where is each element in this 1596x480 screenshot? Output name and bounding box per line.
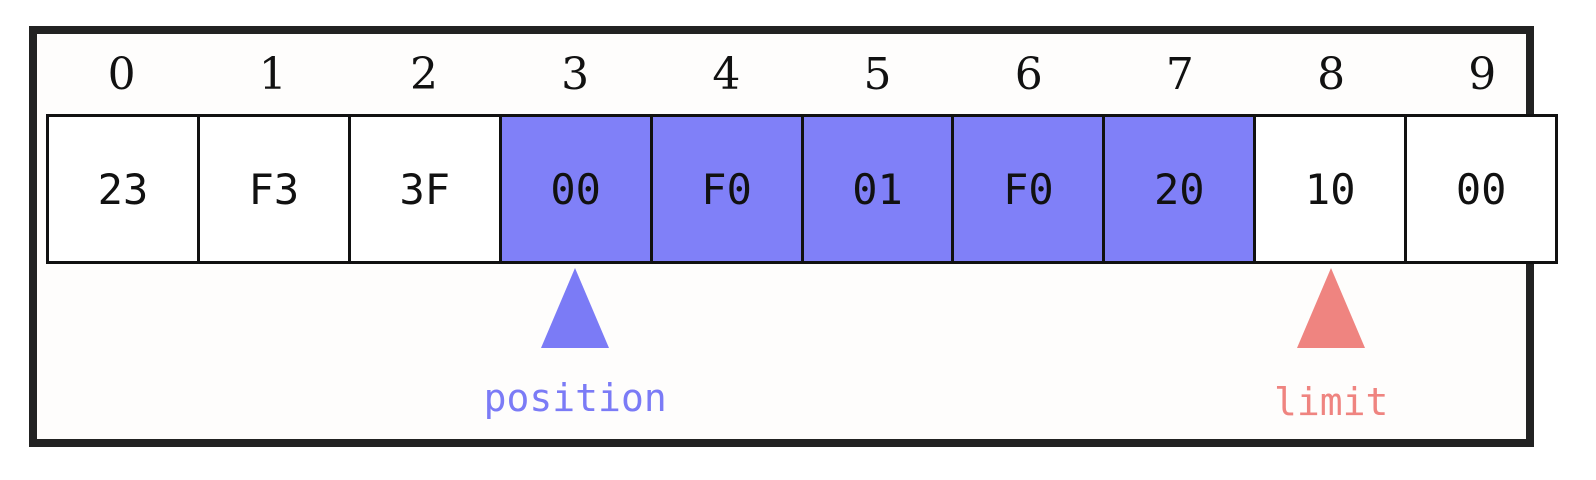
index-label: 0	[107, 49, 136, 100]
index-label: 6	[1014, 49, 1043, 100]
byte-cell: F0	[954, 117, 1106, 261]
byte-cell: 23	[49, 117, 200, 261]
byte-cell: 10	[1256, 117, 1408, 261]
index-label: 9	[1468, 49, 1497, 100]
index-label: 2	[409, 49, 438, 100]
index-label: 3	[561, 49, 590, 100]
byte-cell: 01	[803, 117, 955, 261]
index-label: 5	[863, 49, 892, 100]
index-label: 1	[258, 49, 287, 100]
index-row: 0 1 2 3 4 5 6 7 8 9	[46, 44, 1558, 114]
index-label: 8	[1317, 49, 1346, 100]
byte-cell: F3	[199, 117, 351, 261]
byte-cell: 20	[1105, 117, 1257, 261]
byte-cell-row: 23 F3 3F 00 F0 01 F0 20 10 00	[46, 114, 1559, 264]
buffer-diagram: 0 1 2 3 4 5 6 7 8 9 23 F3 3F 00 F0 01 F0…	[29, 26, 1559, 447]
byte-cell: 3F	[350, 117, 502, 261]
index-label: 4	[712, 49, 741, 100]
position-label: position	[483, 376, 667, 420]
byte-cell: 00	[1407, 117, 1559, 261]
byte-cell: 00	[501, 117, 653, 261]
byte-cell: F0	[652, 117, 804, 261]
limit-label: limit	[1273, 380, 1389, 424]
position-pointer-icon	[541, 268, 610, 348]
limit-pointer-icon	[1297, 268, 1366, 348]
index-label: 7	[1165, 49, 1194, 100]
